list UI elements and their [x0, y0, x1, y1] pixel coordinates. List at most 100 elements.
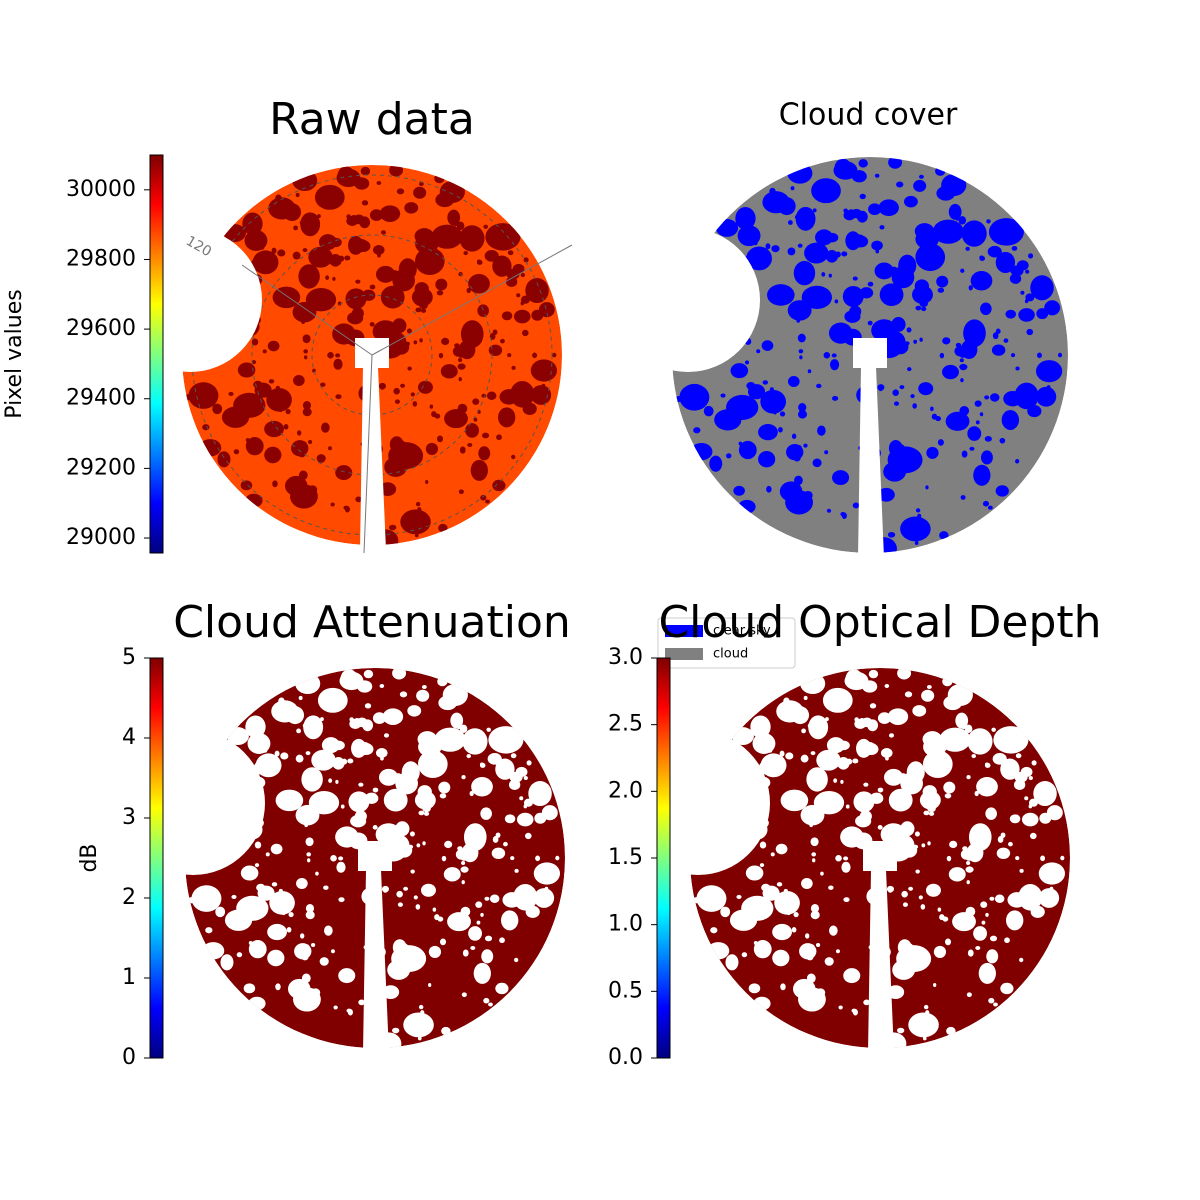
cloud-blob [899, 321, 905, 326]
cloud-blob [912, 403, 917, 409]
cloud-blob [295, 673, 321, 694]
cloud-blob [389, 165, 404, 177]
cloud-blob [981, 920, 986, 925]
cloud-blob [914, 223, 935, 240]
cloud-blob [188, 382, 219, 409]
cloud-blob [798, 987, 826, 1012]
cloud-blob [984, 436, 992, 442]
colorbar-tick-label: 3.0 [608, 645, 643, 670]
cloud-blob [398, 440, 406, 447]
cloud-blob [293, 225, 299, 231]
cloud-blob [501, 311, 513, 321]
cloud-blob [285, 397, 292, 405]
cloud-blob [928, 811, 935, 816]
cloud-blob [1006, 910, 1024, 931]
cloud-blob [810, 837, 819, 847]
cloud-blob [361, 200, 369, 206]
cloud-blob [459, 724, 468, 733]
cloud-blob [733, 485, 745, 496]
cloud-blob [1003, 338, 1009, 343]
cloud-blob [434, 727, 466, 752]
cloud-blob [1019, 868, 1024, 873]
cloud-blob [1018, 308, 1035, 322]
cloud-blob [1024, 796, 1029, 801]
colorbar [656, 657, 671, 1059]
cloud-blob [492, 329, 498, 335]
cloud-blob [738, 440, 757, 460]
cloud-blob [892, 960, 916, 980]
horizon-bite [121, 731, 265, 875]
cloud-blob [338, 897, 345, 903]
colorbar-tick-label: 2.5 [608, 712, 643, 737]
cloud-blob [475, 901, 483, 908]
cloud-blob [942, 337, 951, 345]
cloud-blob [753, 996, 771, 1011]
cloud-blob [379, 205, 401, 222]
cloud-blob [744, 360, 750, 365]
cloud-blob [979, 255, 984, 260]
cloud-blob [389, 436, 404, 453]
cloud-blob [440, 364, 458, 379]
cloud-blob [555, 855, 560, 861]
cloud-blob [437, 676, 448, 687]
cloud-blob [959, 363, 968, 371]
cloud-blob [469, 790, 474, 797]
cloud-blob [343, 505, 349, 510]
cloud-blob [995, 251, 1016, 274]
cloud-blob [935, 416, 942, 422]
colorbar [149, 657, 164, 1059]
cloud-blob [292, 251, 301, 260]
cloud-blob [988, 997, 995, 1004]
cloud-blob [960, 339, 978, 359]
cloud-blob [298, 264, 320, 289]
cloud-blob [867, 281, 874, 287]
cloud-blob [418, 1004, 424, 1010]
cloud-blob [491, 847, 506, 859]
cloud-blob [973, 926, 987, 941]
cloud-blob [919, 383, 927, 390]
colorbar-tick-label: 0 [122, 1045, 136, 1070]
cloud-blob [311, 749, 336, 771]
cloud-blob [845, 669, 863, 689]
cloud-blob [498, 407, 516, 428]
cloud-blob [797, 243, 803, 248]
cloud-blob [804, 242, 829, 264]
cloud-blob [516, 293, 521, 298]
cloud-blob [295, 754, 304, 763]
cloud-blob [396, 188, 405, 195]
cloud-blob [877, 787, 884, 793]
cloud-blob [958, 216, 967, 225]
cloud-blob [492, 479, 506, 492]
cloud-blob [414, 228, 435, 245]
cloud-blob [266, 387, 292, 412]
colorbar-tick-label: 29400 [66, 386, 136, 411]
cloud-blob [939, 727, 971, 752]
cloud-blob [418, 810, 425, 816]
cloud-blob [1008, 841, 1013, 847]
cloud-blob [707, 942, 730, 960]
legend-label: clear sky [713, 624, 771, 639]
cloud-blob [310, 943, 316, 948]
camera-mount [358, 841, 392, 871]
cloud-blob [955, 216, 959, 221]
cloud-blob [372, 787, 379, 793]
cloud-blob [501, 910, 519, 931]
cloud-blob [878, 199, 899, 217]
cloud-blob [392, 269, 415, 292]
cloud-blob [349, 718, 362, 730]
cloud-blob [767, 748, 773, 753]
cloud-blob [922, 750, 953, 779]
cloud-blob [514, 868, 519, 873]
cloud-blob [797, 333, 806, 343]
cloud-blob [503, 841, 508, 847]
cloud-blob [358, 999, 365, 1006]
cloud-blob [346, 215, 359, 227]
cloud-blob [985, 912, 989, 917]
cloud-blob [345, 288, 367, 310]
cloud-blob [479, 762, 485, 767]
cloud-blob [443, 867, 461, 882]
cloud-blob [305, 837, 314, 847]
cloud-blob [692, 897, 700, 904]
colorbar-tick-label: 29200 [66, 455, 136, 480]
cloud-blob [335, 353, 341, 358]
